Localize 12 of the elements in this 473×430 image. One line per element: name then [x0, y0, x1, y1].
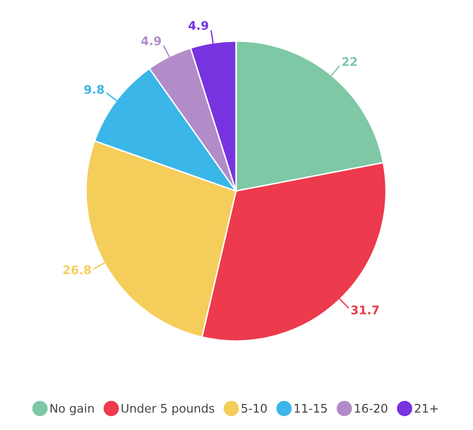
data-label: 22 [342, 57, 357, 66]
data-label: 9.8 [84, 84, 104, 94]
data-label: 4.9 [141, 36, 161, 46]
data-label: 26.8 [63, 265, 91, 274]
legend-label: No gain [50, 404, 94, 416]
legend-label: 16-20 [355, 404, 388, 413]
legend-label: 21+ [414, 404, 438, 413]
legend-label: 11-15 [294, 404, 327, 413]
legend-label: 5-10 [242, 404, 267, 413]
data-label: 4.9 [188, 20, 208, 30]
data-label: 31.7 [351, 306, 379, 314]
legend-label: Under 5 pounds [122, 404, 214, 416]
